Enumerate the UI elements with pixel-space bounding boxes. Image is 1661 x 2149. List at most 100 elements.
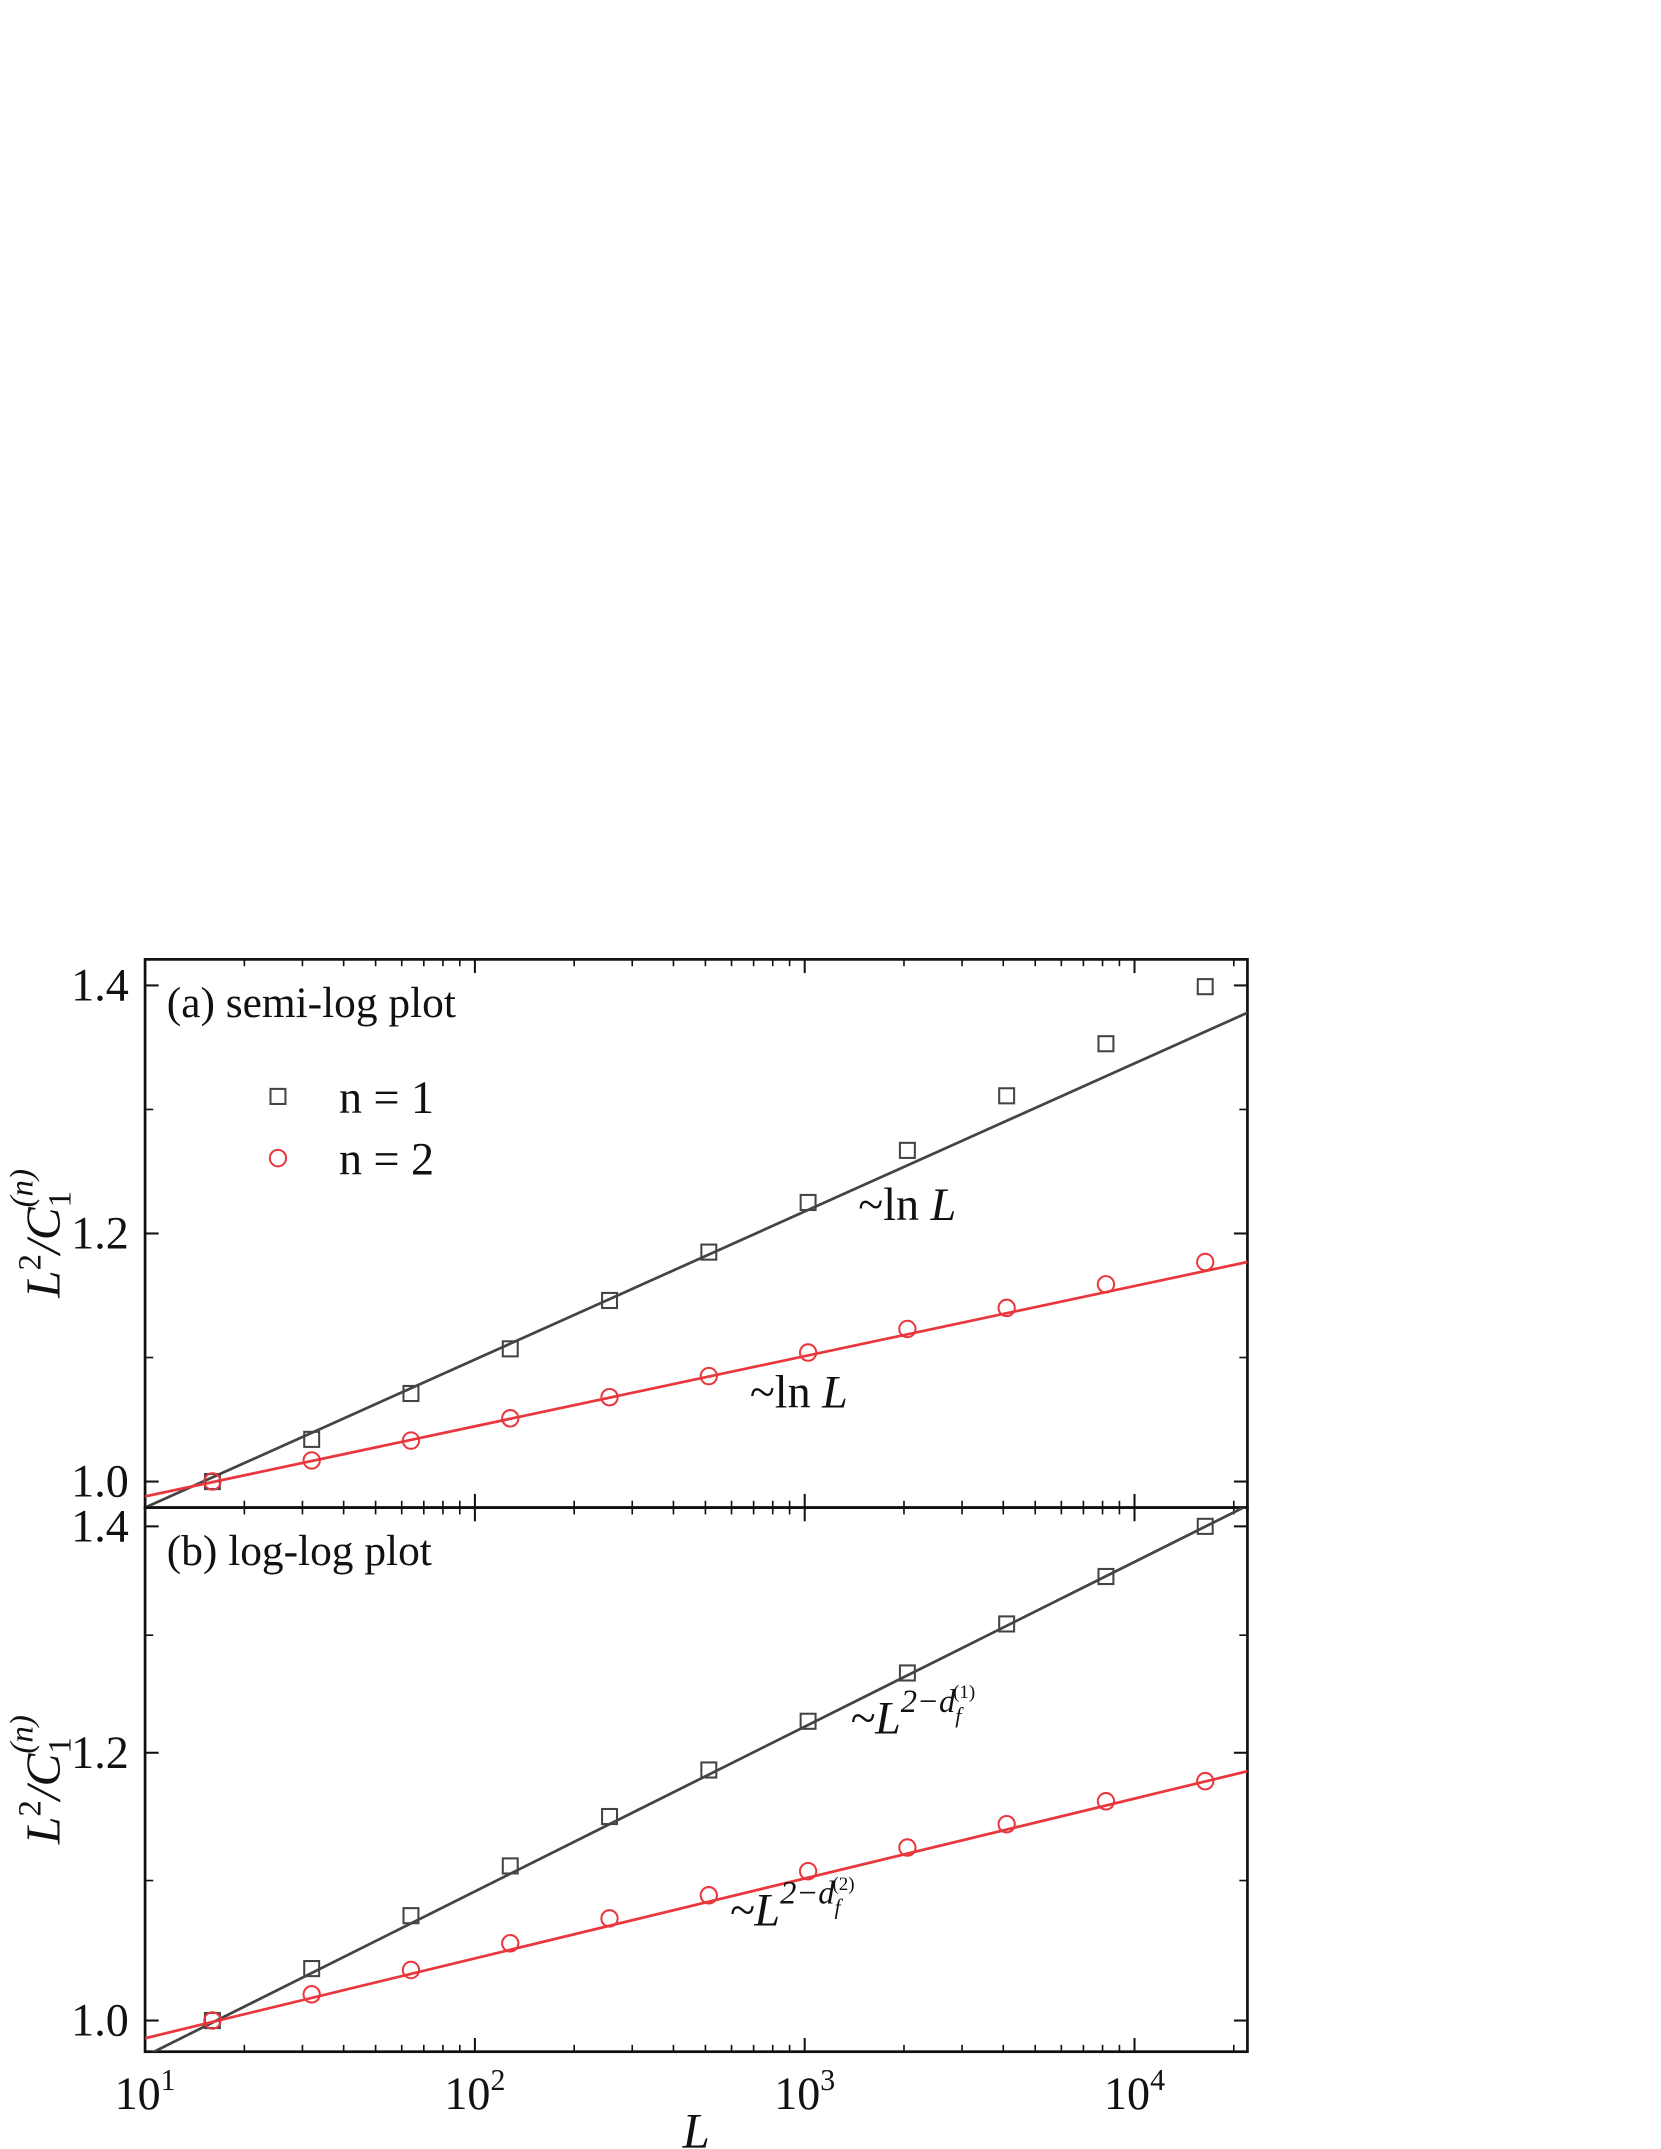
y-tick-label: 1.2: [71, 1728, 129, 1779]
legend-marker: [269, 1087, 287, 1105]
marker-square: [1097, 1035, 1115, 1053]
marker-circle: [997, 1814, 1016, 1834]
annotation-part: (1): [953, 1682, 975, 1703]
annotation-part: ~L: [850, 1694, 901, 1745]
y-tick-label: 1.0: [71, 1456, 129, 1507]
y-label-part: 1: [43, 1737, 79, 1753]
y-label-part: 2: [13, 1800, 49, 1816]
legend-marker: [268, 1148, 288, 1168]
annotation-part: f: [955, 1704, 964, 1728]
y-label-part: L: [16, 1270, 71, 1298]
marker-circle: [699, 1366, 718, 1386]
x-tick-exponent: 1: [161, 2064, 176, 2097]
marker-square: [998, 1087, 1016, 1105]
marker-circle: [401, 1431, 421, 1450]
marker-circle: [798, 1861, 818, 1881]
marker-circle: [501, 1409, 520, 1428]
marker-square: [799, 1712, 817, 1730]
annotation-part: L: [821, 1367, 848, 1418]
marker-square: [501, 1857, 519, 1875]
annotation-part: ~ln: [858, 1180, 930, 1231]
marker-square: [1196, 1517, 1214, 1535]
x-tick-label: 104: [1104, 2064, 1165, 2120]
annotation-part: ~ln: [750, 1367, 822, 1418]
x-tick-base: 10: [774, 2069, 820, 2120]
marker-square: [1097, 1567, 1115, 1586]
marker-circle: [600, 1909, 619, 1928]
plot-frame: [143, 958, 1249, 1509]
marker-square: [601, 1807, 619, 1826]
x-tick-base: 10: [1104, 2069, 1150, 2120]
marker-square: [402, 1384, 420, 1403]
y-label-part: (n): [5, 1715, 41, 1753]
annotation-part: f: [835, 1896, 844, 1920]
marker-circle: [302, 1985, 321, 2004]
marker-square: [898, 1664, 916, 1682]
legend-label: n = 1: [339, 1073, 434, 1124]
marker-square: [799, 1193, 817, 1212]
marker-circle: [501, 1934, 520, 1953]
panel-label: (a) semi-log plot: [167, 979, 456, 1027]
x-axis-label: L: [682, 2103, 710, 2149]
annotation-part: 2−d: [901, 1684, 956, 1720]
x-tick-label: 103: [774, 2064, 835, 2120]
marker-circle: [302, 1451, 321, 1470]
marker-square: [601, 1291, 619, 1310]
y-tick-label: 1.4: [71, 960, 129, 1011]
marker-circle: [600, 1387, 619, 1407]
fit-line: [151, 1507, 1247, 2052]
marker-square: [998, 1615, 1016, 1633]
marker-square: [402, 1907, 420, 1925]
x-tick-base: 10: [444, 2069, 490, 2120]
marker-circle: [203, 1472, 222, 1491]
x-tick-exponent: 3: [820, 2064, 835, 2097]
panel: 1.0 1.2 1.4 L2/C1(n) (a) semi-log plot n = 1 n…: [5, 958, 1249, 1509]
y-label-part: 1: [43, 1191, 79, 1207]
y-axis-label: L2/C1(n): [5, 1715, 79, 1845]
marker-square: [1196, 978, 1214, 996]
marker-circle: [203, 2011, 222, 2030]
annotation-part: L: [930, 1180, 957, 1231]
marker-square: [303, 1430, 321, 1448]
marker-circle: [401, 1960, 421, 1980]
marker-square: [700, 1761, 718, 1779]
y-label-part: /C: [16, 1752, 71, 1803]
x-tick-base: 10: [115, 2069, 161, 2120]
y-label-part: /C: [16, 1206, 71, 1257]
fit-line: [145, 1260, 1248, 1498]
marker-square: [303, 1960, 321, 1978]
panel-label: (b) log-log plot: [167, 1527, 432, 1575]
annotation-part: ~L: [729, 1885, 780, 1936]
plot-area: [145, 1011, 1248, 1508]
legend-label: n = 2: [339, 1134, 434, 1185]
annotation: ~ln L: [750, 1367, 848, 1418]
x-tick-label: 102: [444, 2064, 505, 2120]
annotation-part: 2−d: [780, 1876, 835, 1912]
x-tick-exponent: 4: [1150, 2064, 1165, 2097]
plot-area: [145, 1507, 1248, 2052]
x-tick-exponent: 2: [490, 2064, 505, 2097]
marker-circle: [1096, 1792, 1116, 1811]
annotation-part: (2): [832, 1874, 854, 1895]
annotation: ~L2−df(1): [850, 1682, 975, 1745]
marker-square: [700, 1243, 718, 1261]
marker-circle: [798, 1343, 818, 1362]
marker-circle: [1096, 1275, 1116, 1294]
marker-circle: [699, 1886, 718, 1905]
fit-line: [145, 1769, 1248, 2040]
marker-square: [501, 1340, 519, 1358]
plot-frame: [143, 1506, 1249, 2054]
y-label-part: 2: [13, 1254, 49, 1270]
y-axis-label: L2/C1(n): [5, 1169, 79, 1299]
y-tick-label: 1.4: [71, 1501, 129, 1552]
marker-circle: [1196, 1252, 1215, 1272]
y-tick-label: 1.2: [71, 1208, 129, 1259]
marker-circle: [898, 1319, 917, 1339]
marker-circle: [997, 1298, 1016, 1318]
marker-circle: [1196, 1771, 1215, 1791]
annotation: ~L2−df(2): [729, 1874, 854, 1937]
x-tick-label: 101: [115, 2064, 176, 2120]
fit-line: [145, 1011, 1248, 1508]
